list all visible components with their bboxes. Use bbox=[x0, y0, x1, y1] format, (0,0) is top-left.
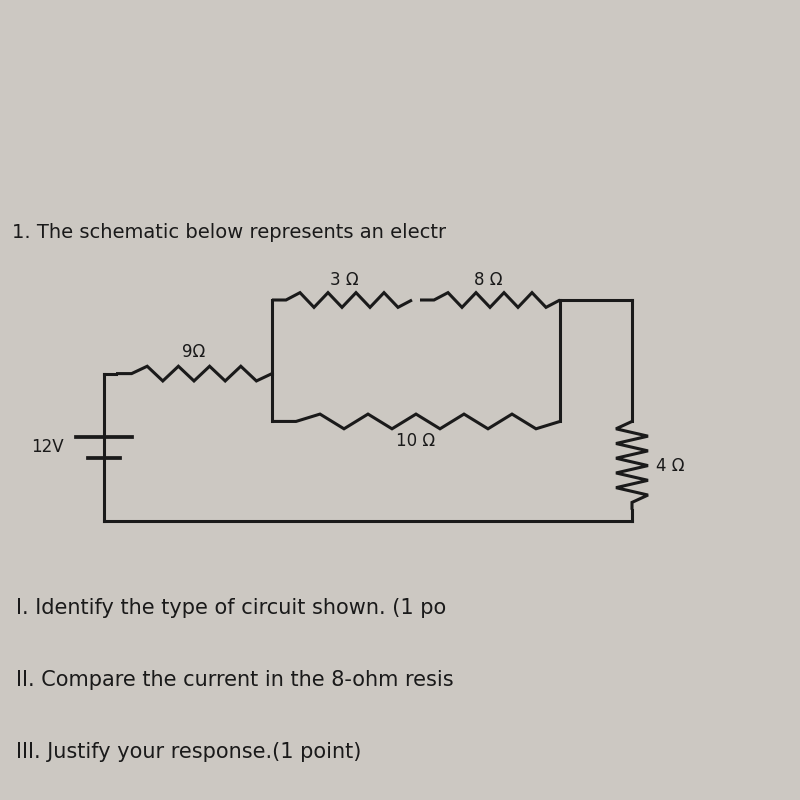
Text: 10 Ω: 10 Ω bbox=[397, 433, 435, 450]
Text: 12V: 12V bbox=[31, 438, 64, 456]
Text: 4 Ω: 4 Ω bbox=[656, 457, 685, 474]
Text: II. Compare the current in the 8-ohm resis: II. Compare the current in the 8-ohm res… bbox=[16, 670, 454, 690]
Text: 8 Ω: 8 Ω bbox=[474, 271, 502, 289]
Text: 3 Ω: 3 Ω bbox=[330, 271, 358, 289]
Text: 9Ω: 9Ω bbox=[182, 342, 206, 361]
Text: I. Identify the type of circuit shown. (1 po: I. Identify the type of circuit shown. (… bbox=[16, 598, 446, 618]
Text: 1. The schematic below represents an electr: 1. The schematic below represents an ele… bbox=[12, 222, 446, 242]
Text: III. Justify your response.(1 point): III. Justify your response.(1 point) bbox=[16, 742, 362, 762]
